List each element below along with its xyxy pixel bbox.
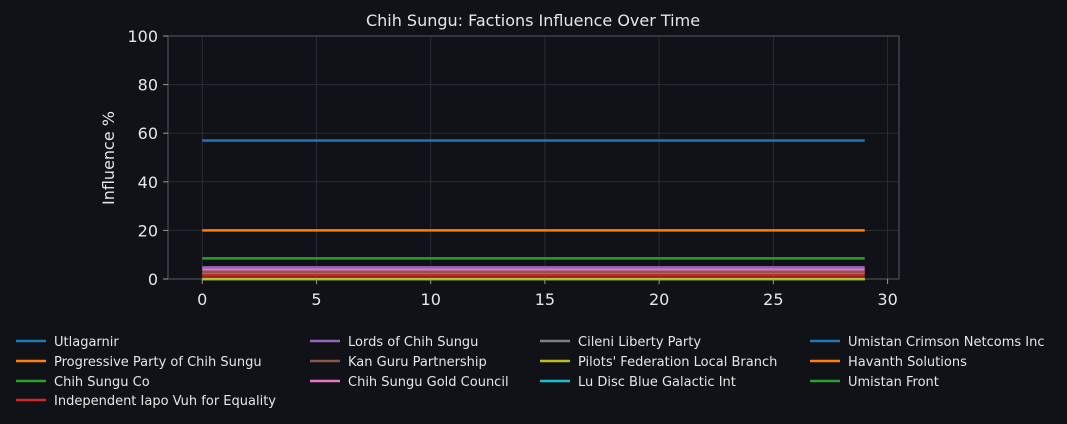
legend-label: Chih Sungu Co: [54, 375, 150, 390]
legend-label: Progressive Party of Chih Sungu: [54, 355, 262, 370]
plot-frame: [167, 35, 900, 280]
x-tick-label: 5: [311, 290, 321, 309]
y-axis: 0 20 40 60 80 100: [127, 27, 168, 289]
legend: Utlagarnir Progressive Party of Chih Sung…: [16, 335, 1045, 409]
y-tick-label: 100: [127, 27, 158, 46]
x-tick-label: 25: [763, 290, 783, 309]
x-axis: 0 5 10 15 20 25 30: [197, 279, 898, 309]
y-tick-label: 60: [138, 124, 158, 143]
x-tick-label: 20: [649, 290, 669, 309]
legend-label: Kan Guru Partnership: [348, 355, 487, 370]
legend-label: Havanth Solutions: [848, 355, 967, 370]
chart-title: Chih Sungu: Factions Influence Over Time: [366, 11, 700, 30]
legend-label: Lu Disc Blue Galactic Int: [578, 375, 736, 390]
legend-label: Pilots' Federation Local Branch: [578, 355, 777, 370]
y-tick-label: 40: [138, 173, 158, 192]
grid-lines: [168, 35, 899, 280]
y-tick-label: 0: [148, 270, 158, 289]
series-group: [202, 139, 865, 281]
legend-label: Utlagarnir: [54, 335, 119, 350]
x-tick-label: 15: [535, 290, 555, 309]
y-tick-label: 20: [138, 221, 158, 240]
x-tick-label: 0: [197, 290, 207, 309]
legend-label: Chih Sungu Gold Council: [348, 375, 509, 390]
y-tick-label: 80: [138, 76, 158, 95]
legend-label: Lords of Chih Sungu: [348, 335, 478, 350]
legend-label: Cileni Liberty Party: [578, 335, 701, 350]
legend-label: Umistan Front: [848, 375, 939, 390]
x-tick-label: 10: [421, 290, 441, 309]
x-tick-label: 30: [877, 290, 897, 309]
legend-label: Independent Iapo Vuh for Equality: [54, 394, 276, 409]
legend-label: Umistan Crimson Netcoms Inc: [848, 335, 1045, 350]
y-axis-label: Influence %: [99, 111, 118, 205]
